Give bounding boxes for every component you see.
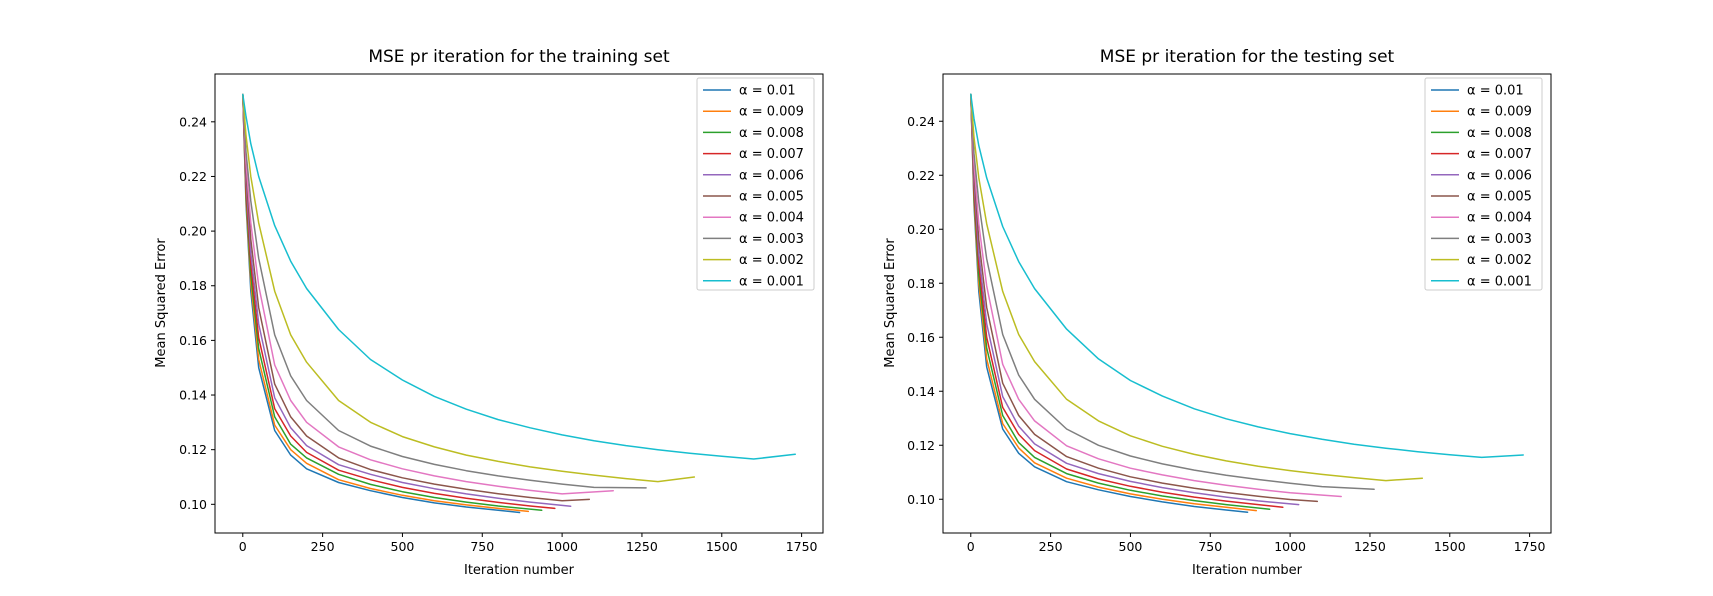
series-line-7 — [970, 93, 1375, 491]
legend-entry: α = 0.008 — [1467, 126, 1532, 141]
y-tick-label: 0.14 — [179, 388, 207, 403]
y-tick-label: 0.24 — [907, 114, 935, 129]
y-tick-label: 0.10 — [907, 492, 935, 507]
series-line-3 — [242, 93, 556, 510]
y-axis-label: Mean Squared Error — [154, 238, 169, 368]
series-line-3 — [970, 93, 1284, 509]
series-line-6 — [970, 93, 1342, 498]
y-tick-label: 0.16 — [907, 330, 935, 345]
x-tick-label: 1750 — [786, 539, 818, 554]
x-tick-label: 1250 — [626, 539, 658, 554]
x-ticks: 0 250 500 750 1000 1250 1500 1750 — [967, 533, 1546, 554]
chart-title: MSE pr iteration for the training set — [368, 47, 670, 67]
legend-entry: α = 0.01 — [739, 84, 796, 99]
series-line-9 — [970, 93, 1524, 459]
y-tick-label: 0.20 — [907, 222, 935, 237]
y-ticks: 0.10 0.12 0.14 0.16 0.18 0.20 0.22 0.24 — [907, 114, 943, 507]
legend-entry: α = 0.001 — [739, 274, 804, 289]
x-tick-label: 250 — [1039, 539, 1063, 554]
series-line-0 — [970, 93, 1249, 513]
y-tick-label: 0.22 — [907, 168, 935, 183]
y-tick-label: 0.10 — [179, 497, 207, 512]
x-tick-label: 0 — [239, 539, 247, 554]
x-tick-label: 750 — [470, 539, 494, 554]
legend-entry: α = 0.009 — [739, 105, 804, 120]
legend-entry: α = 0.005 — [1467, 190, 1532, 205]
y-tick-label: 0.12 — [179, 442, 207, 457]
x-axis-label: Iteration number — [1192, 563, 1303, 578]
y-tick-label: 0.20 — [179, 224, 207, 239]
x-tick-label: 750 — [1198, 539, 1222, 554]
x-tick-label: 1000 — [1274, 539, 1306, 554]
legend-entry: α = 0.01 — [1467, 84, 1524, 99]
series-line-8 — [970, 93, 1424, 482]
plot-area — [242, 93, 796, 514]
legend-entry: α = 0.009 — [1467, 105, 1532, 120]
legend-entry: α = 0.002 — [739, 253, 804, 268]
legend-entry: α = 0.005 — [739, 190, 804, 205]
legend-entry: α = 0.007 — [1467, 147, 1532, 162]
series-line-5 — [970, 93, 1319, 503]
legend-entry: α = 0.002 — [1467, 253, 1532, 268]
x-tick-label: 500 — [1119, 539, 1143, 554]
series-line-6 — [242, 93, 614, 495]
x-tick-label: 1500 — [1434, 539, 1466, 554]
series-line-4 — [242, 93, 572, 507]
x-tick-label: 250 — [311, 539, 335, 554]
x-tick-label: 1500 — [706, 539, 738, 554]
series-line-2 — [970, 93, 1271, 510]
legend-entry: α = 0.004 — [739, 211, 804, 226]
x-tick-label: 500 — [391, 539, 415, 554]
series-line-7 — [242, 93, 647, 489]
legend-entry: α = 0.007 — [739, 147, 804, 162]
legend-entry: α = 0.006 — [739, 168, 804, 183]
series-line-8 — [242, 93, 696, 483]
legend-entry: α = 0.008 — [739, 126, 804, 141]
plot-area — [970, 93, 1524, 513]
y-tick-label: 0.22 — [179, 169, 207, 184]
y-axis-label: Mean Squared Error — [883, 238, 898, 368]
axes-frame — [214, 73, 824, 534]
x-tick-label: 0 — [967, 539, 975, 554]
legend-entry: α = 0.006 — [1467, 168, 1532, 183]
legend-entry: α = 0.001 — [1467, 274, 1532, 289]
y-tick-label: 0.18 — [907, 276, 935, 291]
x-tick-label: 1000 — [546, 539, 578, 554]
series-line-1 — [970, 93, 1258, 512]
x-axis-label: Iteration number — [464, 563, 575, 578]
y-tick-label: 0.16 — [179, 333, 207, 348]
x-ticks: 0 250 500 750 1000 1250 1500 1750 — [239, 533, 818, 554]
legend: α = 0.01 α = 0.009 α = 0.008 α = 0.007 α = 0… — [1424, 77, 1543, 291]
x-tick-label: 1250 — [1354, 539, 1386, 554]
series-line-2 — [242, 93, 543, 512]
y-tick-label: 0.12 — [907, 438, 935, 453]
legend: α = 0.01 α = 0.009 α = 0.008 α = 0.007 α = 0… — [696, 77, 815, 291]
y-tick-label: 0.18 — [179, 278, 207, 293]
series-line-4 — [970, 93, 1300, 506]
y-tick-label: 0.24 — [179, 114, 207, 129]
testing-chart: MSE pr iteration for the testing set Ite… — [883, 47, 1552, 578]
x-tick-label: 1750 — [1514, 539, 1546, 554]
series-line-5 — [242, 93, 591, 502]
legend-box — [1424, 77, 1543, 291]
legend-entry: α = 0.003 — [1467, 232, 1532, 247]
y-ticks: 0.10 0.12 0.14 0.16 0.18 0.20 0.22 0.24 — [179, 114, 215, 512]
legend-entry: α = 0.003 — [739, 232, 804, 247]
series-line-0 — [242, 93, 521, 514]
training-chart: MSE pr iteration for the training set It… — [154, 47, 824, 578]
legend-box — [696, 77, 815, 291]
chart-title: MSE pr iteration for the testing set — [1100, 47, 1395, 67]
legend-entry: α = 0.004 — [1467, 211, 1532, 226]
y-tick-label: 0.14 — [907, 384, 935, 399]
series-line-9 — [242, 93, 796, 460]
series-line-1 — [242, 93, 530, 513]
axes-frame — [942, 73, 1552, 534]
